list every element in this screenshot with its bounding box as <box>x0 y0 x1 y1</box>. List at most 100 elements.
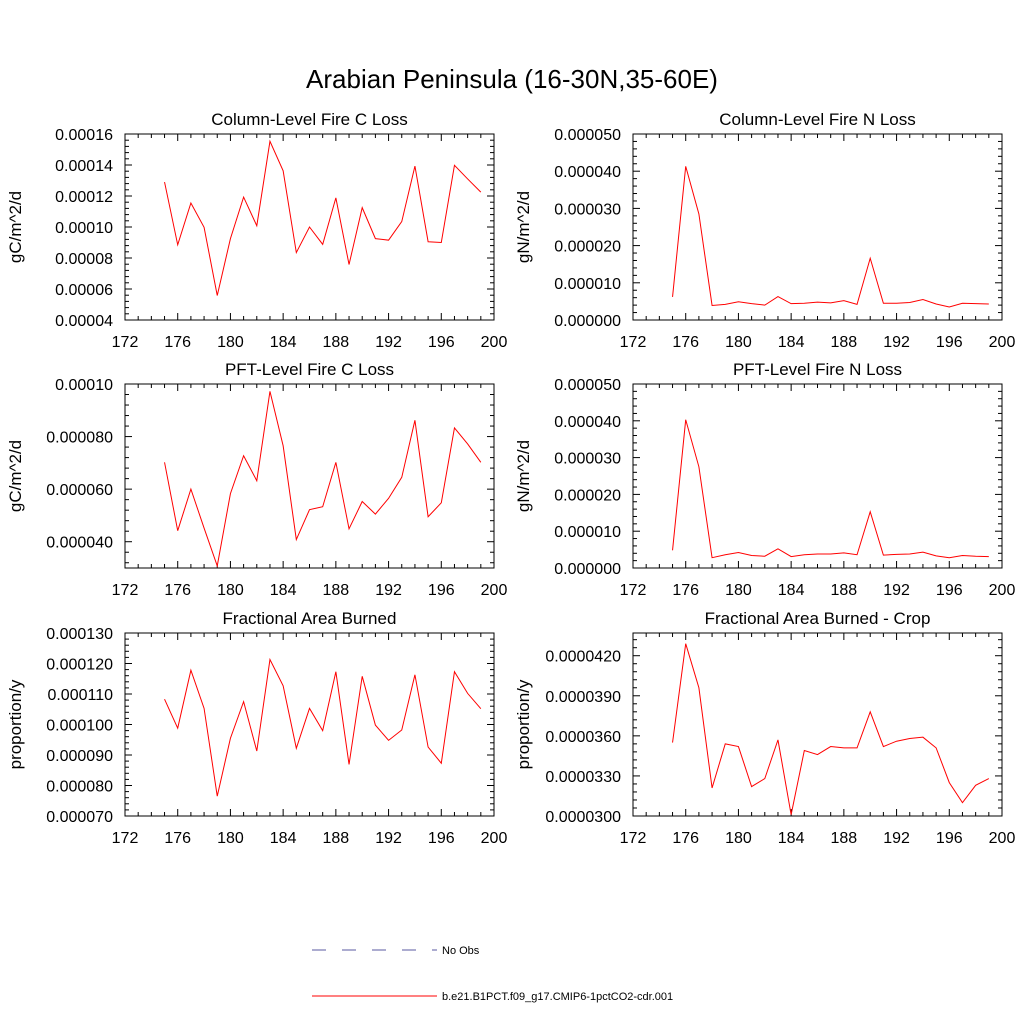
x-tick-label: 188 <box>323 582 350 599</box>
x-tick-label: 176 <box>672 830 699 847</box>
x-tick-label: 200 <box>989 830 1016 847</box>
panel-title: PFT-Level Fire C Loss <box>225 360 394 379</box>
x-tick-label: 188 <box>831 334 858 351</box>
y-tick-label: 0.00012 <box>55 189 113 206</box>
x-tick-label: 180 <box>725 830 752 847</box>
legend-label-2: b.e21.B1PCT.f09_g17.CMIP6-1pctCO2-cdr.00… <box>442 991 673 1003</box>
y-tick-label: 0.000000 <box>554 313 621 330</box>
y-tick-label: 0.000030 <box>554 201 621 218</box>
x-tick-label: 184 <box>778 582 805 599</box>
x-tick-label: 200 <box>481 830 508 847</box>
x-tick-label: 172 <box>112 830 139 847</box>
y-axis-label: gN/m^2/d <box>514 191 533 263</box>
y-ticks <box>633 639 1002 817</box>
chart-panel-5: 172 176 180 184 188 192 196 200 0.000070 0.000080… <box>6 609 507 847</box>
y-axis-label: gC/m^2/d <box>6 191 25 263</box>
y-tick-label: 0.000070 <box>46 809 113 826</box>
x-tick-label: 188 <box>831 830 858 847</box>
y-tick-label: 0.0000300 <box>545 809 621 826</box>
x-tick-label: 196 <box>936 582 963 599</box>
x-tick-label: 184 <box>778 830 805 847</box>
x-tick-label: 176 <box>164 582 191 599</box>
x-tick-label: 172 <box>112 582 139 599</box>
figure-title: Arabian Peninsula (16-30N,35-60E) <box>306 64 718 94</box>
series-line <box>672 166 989 308</box>
y-tick-label: 0.000100 <box>46 718 113 735</box>
x-tick-label: 180 <box>725 582 752 599</box>
panel-title: Column-Level Fire C Loss <box>211 110 408 129</box>
x-tick-label: 180 <box>217 334 244 351</box>
panel-title: Fractional Area Burned - Crop <box>705 609 931 628</box>
x-ticks <box>632 134 1003 320</box>
y-tick-label: 0.00010 <box>55 377 113 394</box>
y-tick-label: 0.00006 <box>55 282 113 299</box>
chart-panel-1: 172 176 180 184 188 192 196 200 0.00004 0.00006 0.… <box>6 110 507 351</box>
y-ticks <box>633 133 1002 321</box>
x-tick-label: 176 <box>672 582 699 599</box>
y-tick-label: 0.0000360 <box>545 729 621 746</box>
x-tick-label: 184 <box>270 334 297 351</box>
y-tick-label: 0.000080 <box>46 430 113 447</box>
x-tick-label: 196 <box>428 582 455 599</box>
x-tick-label: 200 <box>481 582 508 599</box>
y-axis-label: proportion/y <box>514 679 533 769</box>
y-ticks <box>633 383 1002 569</box>
y-tick-label: 0.000110 <box>47 687 113 704</box>
x-tick-label: 192 <box>375 582 402 599</box>
y-tick-label: 0.00010 <box>55 220 113 237</box>
x-tick-label: 180 <box>217 830 244 847</box>
x-tick-label: 172 <box>620 582 647 599</box>
y-tick-label: 0.000010 <box>554 524 621 541</box>
y-axis-label: gN/m^2/d <box>514 440 533 512</box>
x-ticks <box>632 633 1003 816</box>
x-tick-label: 184 <box>270 582 297 599</box>
chart-panel-2: 172 176 180 184 188 192 196 200 0.000000 0.000010… <box>514 110 1015 351</box>
panel-title: Column-Level Fire N Loss <box>719 110 916 129</box>
x-tick-label: 196 <box>428 334 455 351</box>
y-axis-label: proportion/y <box>6 679 25 769</box>
y-tick-label: 0.000040 <box>46 535 113 552</box>
y-tick-label: 0.0000390 <box>545 689 621 706</box>
x-tick-label: 188 <box>831 582 858 599</box>
y-ticks <box>125 632 494 817</box>
series-line <box>164 139 482 296</box>
x-tick-label: 176 <box>672 334 699 351</box>
x-tick-label: 176 <box>164 334 191 351</box>
x-tick-label: 196 <box>936 334 963 351</box>
x-tick-label: 188 <box>323 830 350 847</box>
y-ticks <box>125 133 494 321</box>
legend: No Obs b.e21.B1PCT.f09_g17.CMIP6-1pctCO2-… <box>312 945 673 1003</box>
x-tick-label: 192 <box>375 334 402 351</box>
y-tick-label: 0.000080 <box>46 779 113 796</box>
y-tick-label: 0.000060 <box>46 482 113 499</box>
legend-label-1: No Obs <box>442 945 480 957</box>
x-tick-label: 192 <box>883 334 910 351</box>
y-tick-label: 0.000020 <box>554 239 621 256</box>
y-axis-label: gC/m^2/d <box>6 440 25 512</box>
series-line <box>672 643 990 815</box>
y-tick-label: 0.0000330 <box>545 769 621 786</box>
x-tick-label: 176 <box>164 830 191 847</box>
y-tick-label: 0.000020 <box>554 487 621 504</box>
y-tick-label: 0.0000420 <box>545 649 621 666</box>
y-tick-label: 0.00014 <box>55 158 113 175</box>
x-tick-label: 172 <box>112 334 139 351</box>
series-line <box>164 391 482 568</box>
x-tick-label: 184 <box>778 334 805 351</box>
chart-panel-4: 172 176 180 184 188 192 196 200 0.000000 0.000010… <box>514 360 1015 599</box>
x-tick-label: 200 <box>481 334 508 351</box>
x-ticks <box>124 384 495 568</box>
y-tick-label: 0.00004 <box>55 313 113 330</box>
y-tick-label: 0.000040 <box>554 414 621 431</box>
y-tick-label: 0.000120 <box>46 657 113 674</box>
y-tick-label: 0.00008 <box>55 251 113 268</box>
chart-panel-3: 172 176 180 184 188 192 196 200 0.000040 0.000060… <box>6 360 507 599</box>
y-tick-label: 0.000040 <box>554 164 621 181</box>
x-tick-label: 172 <box>620 830 647 847</box>
x-tick-label: 184 <box>270 830 297 847</box>
y-tick-label: 0.000000 <box>554 561 621 578</box>
panel-title: Fractional Area Burned <box>223 609 397 628</box>
x-tick-label: 188 <box>323 334 350 351</box>
y-tick-label: 0.000010 <box>554 276 621 293</box>
